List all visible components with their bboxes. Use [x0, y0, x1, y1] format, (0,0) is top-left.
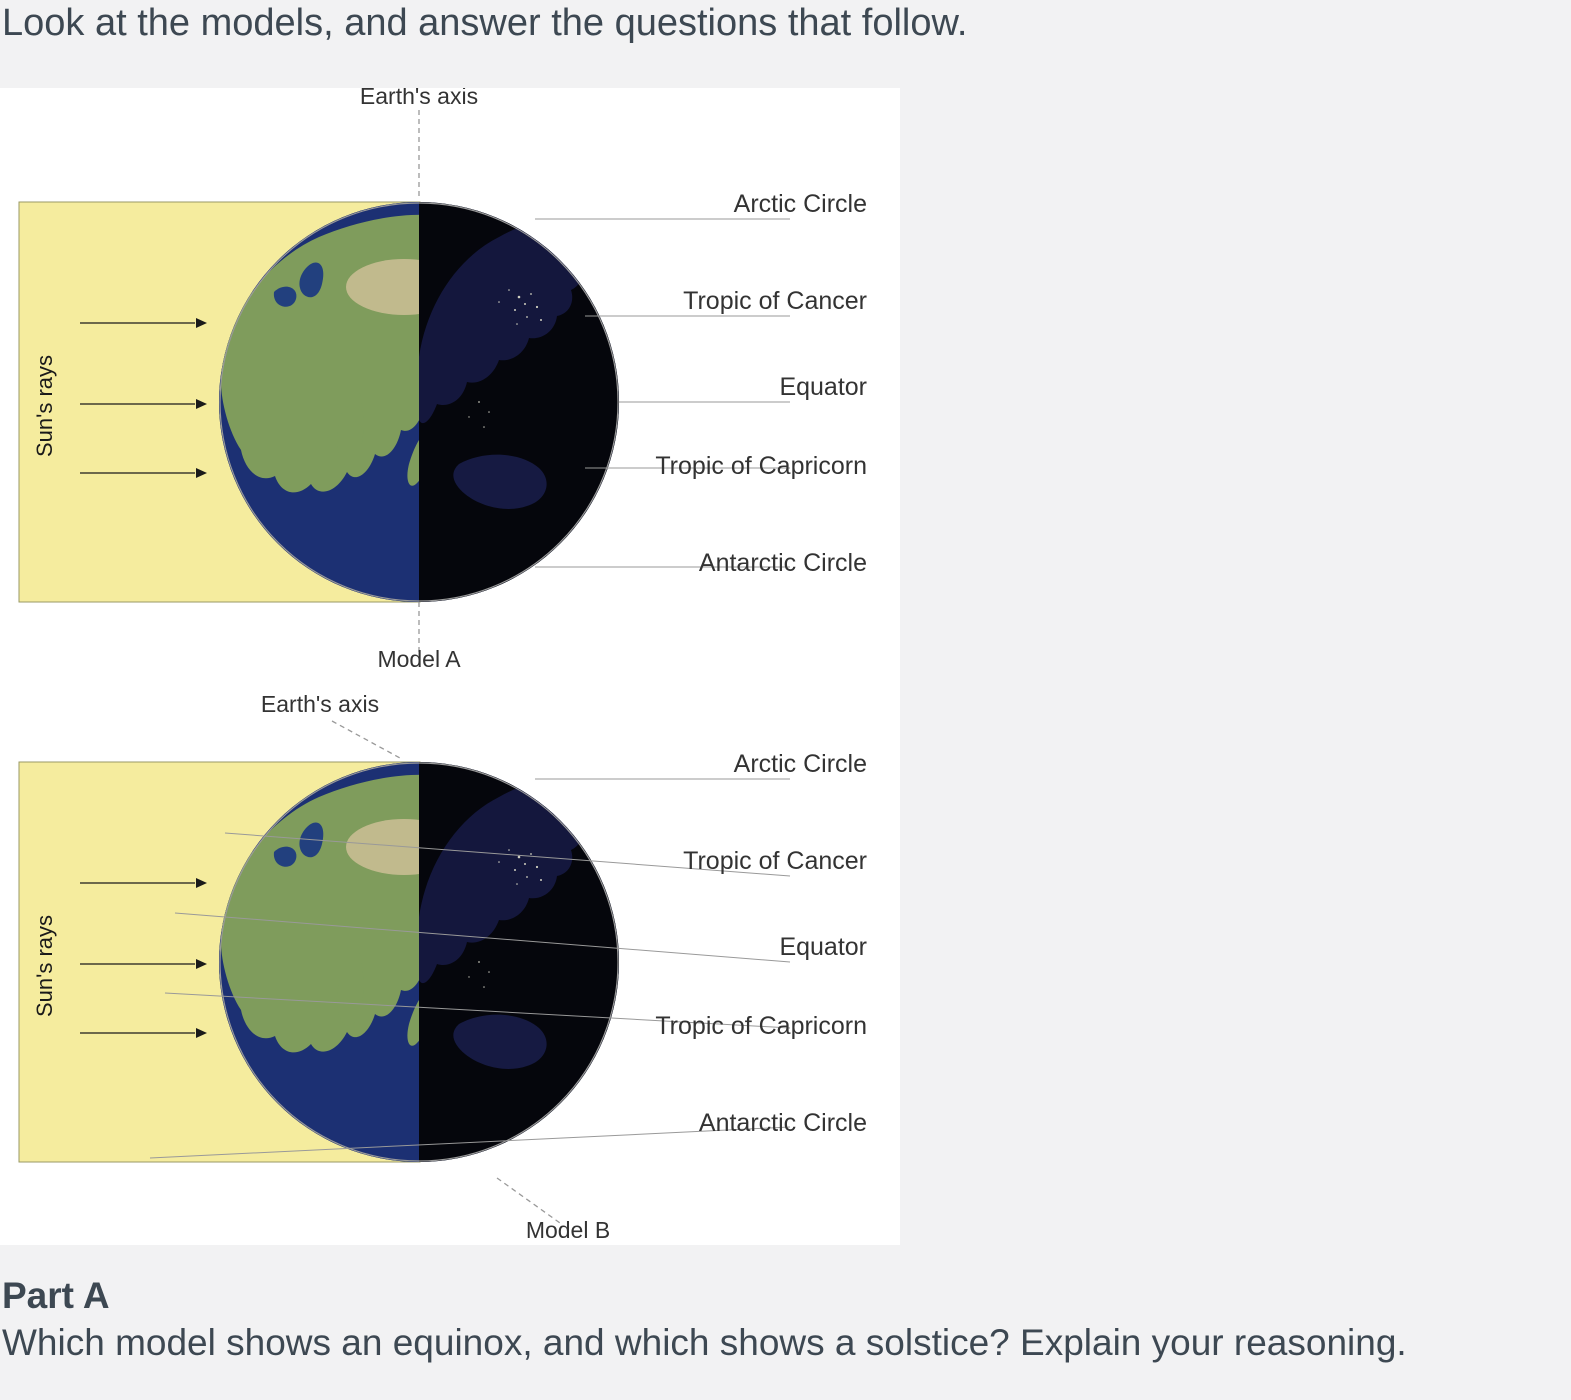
- svg-text:Sun's rays: Sun's rays: [32, 915, 57, 1017]
- svg-text:Earth's axis: Earth's axis: [261, 691, 379, 717]
- svg-text:Sun's rays: Sun's rays: [32, 355, 57, 457]
- svg-text:Equator: Equator: [779, 373, 867, 401]
- svg-text:Equator: Equator: [779, 933, 867, 961]
- svg-text:Tropic of Cancer: Tropic of Cancer: [683, 287, 867, 315]
- svg-text:Tropic of Cancer: Tropic of Cancer: [683, 847, 867, 875]
- svg-text:Antarctic Circle: Antarctic Circle: [699, 549, 867, 577]
- svg-text:Arctic Circle: Arctic Circle: [734, 190, 867, 218]
- svg-text:Tropic of Capricorn: Tropic of Capricorn: [655, 452, 867, 480]
- svg-text:Earth's axis: Earth's axis: [360, 88, 478, 109]
- svg-text:Tropic of Capricorn: Tropic of Capricorn: [655, 1012, 867, 1040]
- svg-text:Model B: Model B: [526, 1217, 610, 1243]
- svg-text:Antarctic Circle: Antarctic Circle: [699, 1109, 867, 1137]
- svg-text:Model A: Model A: [377, 646, 461, 672]
- svg-text:Arctic Circle: Arctic Circle: [734, 750, 867, 778]
